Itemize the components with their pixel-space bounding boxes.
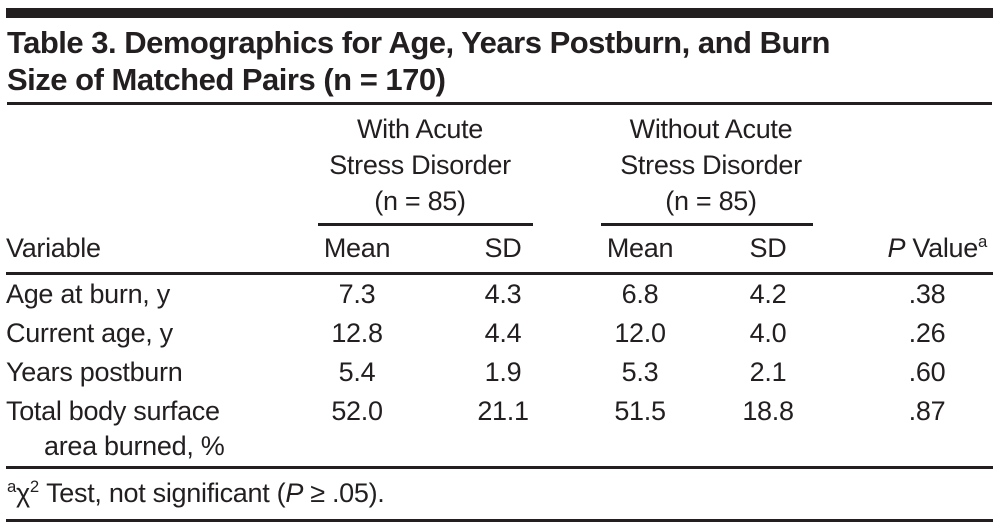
group-without-line-3: (n = 85) (665, 186, 757, 216)
group-header-with-asd: With Acute Stress Disorder (n = 85) (301, 105, 539, 226)
chi-squared-exponent: 2 (29, 477, 39, 496)
footnote-marker: a (7, 477, 17, 496)
column-header-gap (539, 226, 601, 275)
cell-variable: Age at burn, y (6, 279, 170, 309)
group-header-without-asd: Without Acute Stress Disorder (n = 85) (601, 105, 821, 226)
cell-gap (539, 392, 601, 469)
cell-p-value: .26 (908, 318, 946, 348)
cell-p-value: .87 (843, 392, 993, 469)
cell-without-sd: 2.1 (749, 357, 787, 387)
group-with-line-2: Stress Disorder (329, 150, 511, 180)
top-rule-bar (6, 8, 993, 18)
column-header-mean-with: Mean (301, 226, 413, 275)
cell-gap (821, 314, 843, 353)
chi-symbol: χ (16, 478, 30, 508)
cell-variable: Years postburn (6, 357, 183, 387)
variable-line-2: area burned, % (44, 431, 225, 461)
cell-with-sd: 1.9 (484, 357, 522, 387)
column-header-gap (821, 226, 843, 275)
footnote-text: Test, not significant ( (38, 478, 286, 508)
p-value-footnote-marker: a (977, 232, 987, 251)
table-title: Table 3. Demographics for Age, Years Pos… (7, 24, 992, 105)
cell-without-sd: 4.0 (749, 318, 787, 348)
cell-variable: Current age, y (6, 318, 173, 348)
group-header-gap (539, 105, 601, 226)
footnote-text-end: ≥ .05). (303, 478, 385, 508)
group-without-underline (601, 223, 813, 226)
cell-p-value: .60 (908, 357, 946, 387)
cell-without-sd: 18.8 (703, 392, 821, 469)
cell-gap (821, 392, 843, 469)
cell-variable: Total body surface area burned, % (6, 392, 301, 469)
column-header-p-value: P Valuea (843, 226, 993, 275)
cell-with-sd: 4.3 (484, 279, 522, 309)
table-title-line-2: Size of Matched Pairs (n = 170) (7, 62, 446, 97)
table-row: Total body surface area burned, % 52.0 2… (6, 392, 993, 469)
column-header-sd-without: SD (703, 226, 821, 275)
table-footnote: aχ2 Test, not significant (P ≥ .05). (6, 469, 993, 522)
cell-gap (821, 353, 843, 392)
cell-without-mean: 5.3 (621, 357, 659, 387)
cell-without-sd: 4.2 (749, 279, 787, 309)
demographics-table: With Acute Stress Disorder (n = 85) With… (6, 105, 993, 469)
cell-gap (821, 274, 843, 315)
p-value-label: Value (905, 233, 978, 263)
column-header-mean-without: Mean (601, 226, 703, 275)
p-value-italic-p: P (887, 233, 906, 263)
cell-gap (539, 274, 601, 315)
cell-with-sd: 4.4 (484, 318, 522, 348)
cell-with-sd: 21.1 (413, 392, 539, 469)
cell-gap (539, 314, 601, 353)
table-row: Years postburn 5.4 1.9 5.3 2.1 .60 (6, 353, 993, 392)
table-row: Current age, y 12.8 4.4 12.0 4.0 .26 (6, 314, 993, 353)
group-header-with-asd-label: With Acute Stress Disorder (n = 85) (301, 111, 539, 219)
group-header-row: With Acute Stress Disorder (n = 85) With… (6, 105, 993, 226)
group-header-spacer (6, 105, 301, 226)
cell-p-value: .38 (908, 279, 946, 309)
group-with-underline (318, 223, 533, 226)
cell-with-mean: 52.0 (301, 392, 413, 469)
variable-line-1: Total body surface (6, 396, 220, 426)
cell-without-mean: 51.5 (601, 392, 703, 469)
column-header-row: Variable Mean SD Mean SD P Valuea (6, 226, 993, 275)
group-header-gap (821, 105, 843, 226)
cell-without-mean: 12.0 (614, 318, 666, 348)
group-with-line-1: With Acute (356, 114, 484, 144)
table-title-line-1: Table 3. Demographics for Age, Years Pos… (7, 25, 830, 60)
footnote-italic-p: P (285, 478, 304, 508)
cell-with-mean: 12.8 (331, 318, 383, 348)
group-without-line-2: Stress Disorder (620, 150, 802, 180)
cell-with-mean: 7.3 (338, 279, 376, 309)
group-header-spacer (843, 105, 993, 226)
cell-without-mean: 6.8 (621, 279, 659, 309)
column-header-sd-with: SD (413, 226, 539, 275)
group-without-line-1: Without Acute (629, 114, 793, 144)
group-with-line-3: (n = 85) (374, 186, 466, 216)
column-header-variable: Variable (6, 226, 301, 275)
cell-with-mean: 5.4 (338, 357, 376, 387)
cell-gap (539, 353, 601, 392)
table-row: Age at burn, y 7.3 4.3 6.8 4.2 .38 (6, 274, 993, 315)
group-header-without-asd-label: Without Acute Stress Disorder (n = 85) (601, 111, 821, 219)
